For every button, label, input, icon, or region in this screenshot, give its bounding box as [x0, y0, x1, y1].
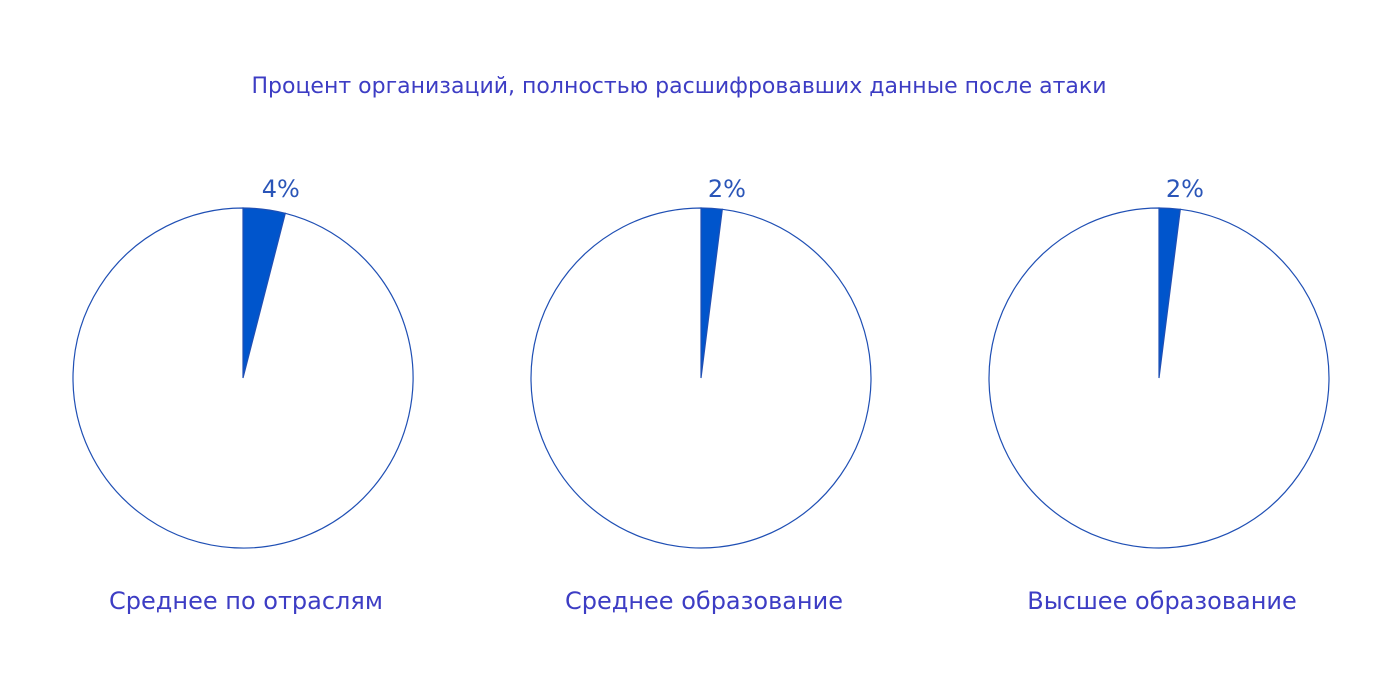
pie-caption: Среднее образование: [565, 587, 843, 615]
pie-caption: Среднее по отраслям: [109, 587, 383, 615]
pie-slice: [988, 207, 1330, 549]
chart-title: Процент организаций, полностью расшифров…: [251, 74, 1106, 99]
pie-slice: [530, 207, 872, 549]
pie-caption: Высшее образование: [1027, 587, 1297, 615]
value-label: 2%: [708, 175, 746, 203]
value-label: 4%: [262, 175, 300, 203]
pie-slice: [72, 207, 414, 549]
value-label: 2%: [1166, 175, 1204, 203]
